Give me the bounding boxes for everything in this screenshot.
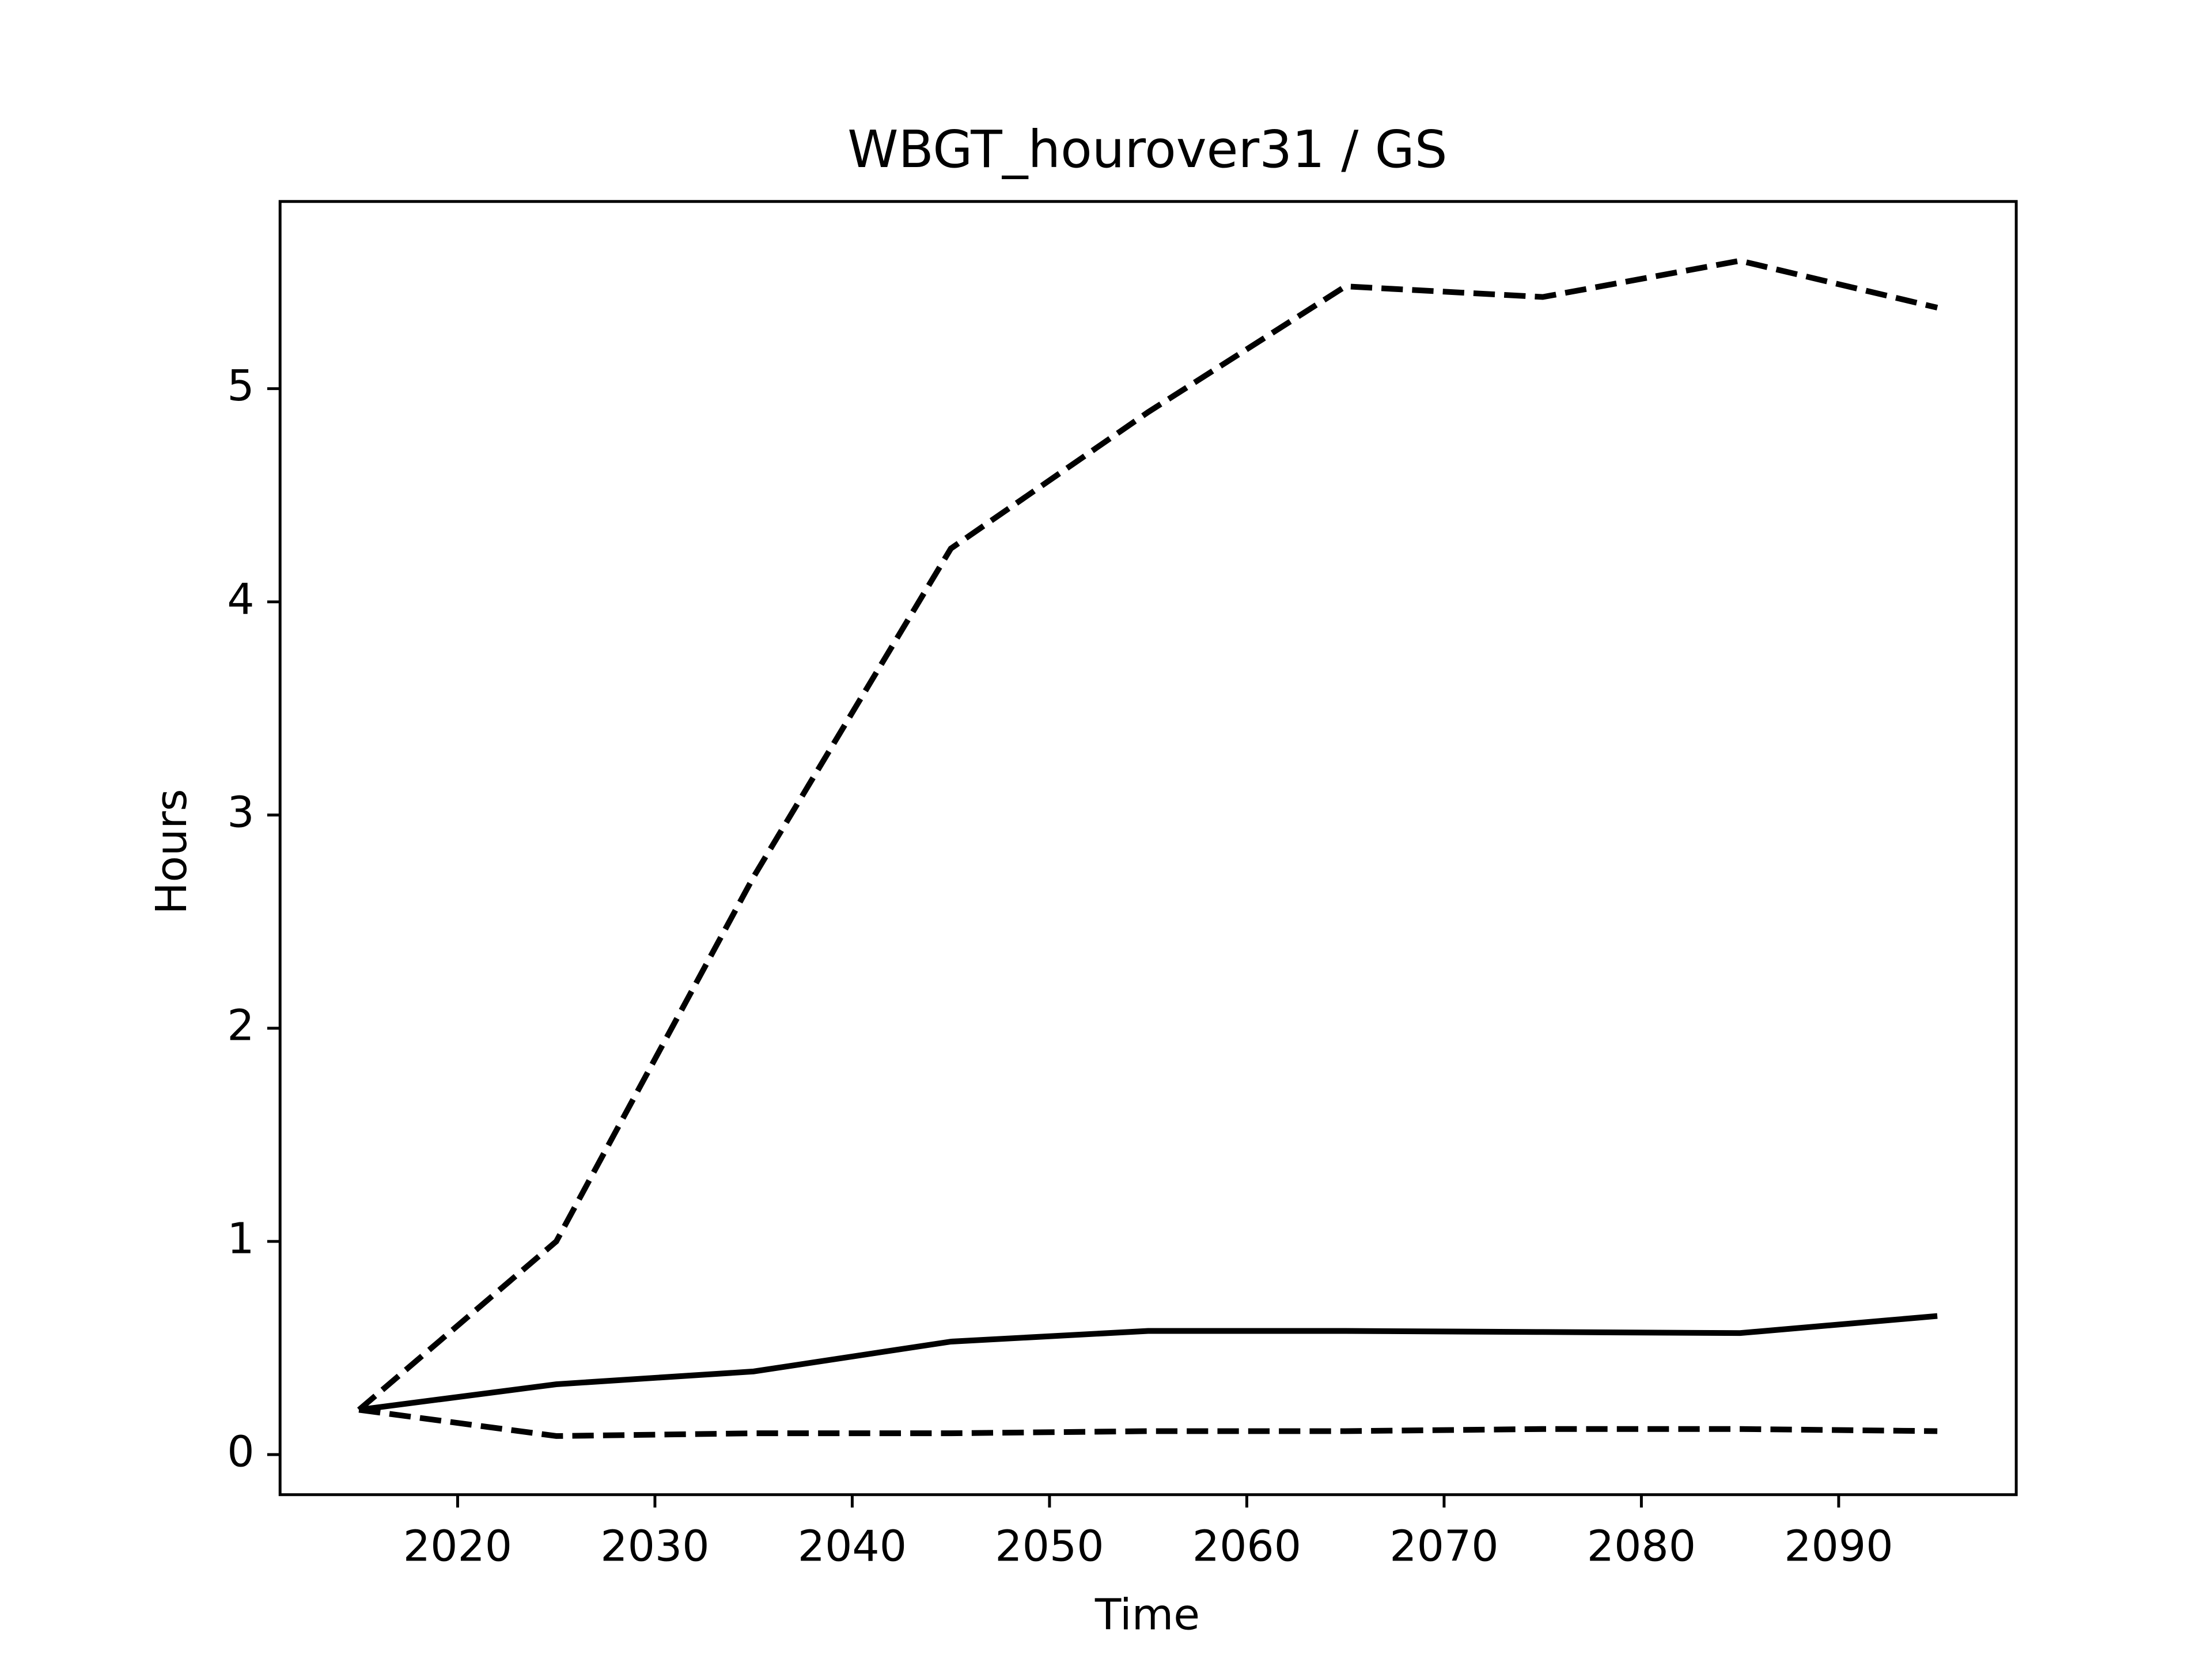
x-tick-label: 2050 <box>995 1521 1104 1571</box>
data-line <box>357 257 1938 1412</box>
x-tick-label: 2080 <box>1587 1521 1696 1571</box>
data-line <box>358 1407 1938 1439</box>
y-tick-label: 1 <box>227 1214 254 1264</box>
y-tick-label: 2 <box>227 1000 254 1050</box>
x-tick-label: 2020 <box>403 1521 512 1571</box>
x-tick-label: 2090 <box>1784 1521 1893 1571</box>
y-axis-label: Hours <box>146 789 196 914</box>
x-tick-label: 2030 <box>600 1521 709 1571</box>
x-tick-label: 2070 <box>1389 1521 1498 1571</box>
y-tick-label: 3 <box>227 787 254 837</box>
x-axis-label: Time <box>1094 1590 1200 1640</box>
y-tick-label: 5 <box>227 361 254 411</box>
x-tick-label: 2060 <box>1192 1521 1301 1571</box>
plot-frame <box>278 200 2018 1497</box>
y-tick-label: 0 <box>227 1427 254 1477</box>
x-tick-label: 2040 <box>798 1521 907 1571</box>
y-tick-label: 4 <box>227 574 254 624</box>
chart-title: WBGT_hourover31 / GS <box>847 120 1447 180</box>
data-line <box>358 1313 1938 1413</box>
